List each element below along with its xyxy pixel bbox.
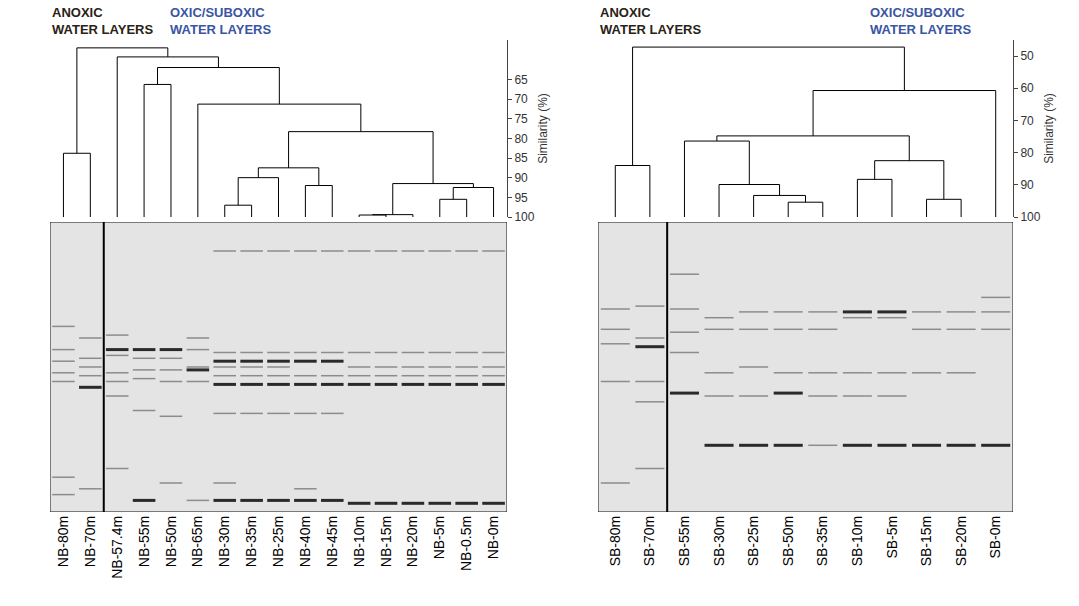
svg-text:NB-65m: NB-65m — [189, 516, 205, 567]
svg-text:NB-57.4m: NB-57.4m — [109, 516, 125, 579]
svg-text:NB-30m: NB-30m — [216, 516, 232, 567]
svg-text:NB-5m: NB-5m — [431, 516, 447, 560]
svg-text:SB-20m: SB-20m — [953, 516, 969, 567]
svg-text:65: 65 — [514, 73, 528, 87]
svg-text:SB-35m: SB-35m — [814, 516, 830, 567]
svg-text:SB-80m: SB-80m — [607, 516, 623, 567]
svg-text:SB-15m: SB-15m — [918, 516, 934, 567]
svg-text:70: 70 — [514, 92, 528, 106]
svg-text:NB-50m: NB-50m — [163, 516, 179, 567]
svg-text:NB-20m: NB-20m — [404, 516, 420, 567]
svg-text:90: 90 — [1020, 178, 1034, 192]
svg-text:ANOXICWATER LAYERS: ANOXICWATER LAYERS — [600, 5, 701, 37]
svg-text:SB-10m: SB-10m — [849, 516, 865, 567]
svg-text:OXIC/SUBOXICWATER LAYERS: OXIC/SUBOXICWATER LAYERS — [170, 5, 271, 37]
svg-text:SB-30m: SB-30m — [711, 516, 727, 567]
svg-text:90: 90 — [514, 171, 528, 185]
svg-text:SB-25m: SB-25m — [745, 516, 761, 567]
svg-text:85: 85 — [514, 151, 528, 165]
svg-text:NB-45m: NB-45m — [324, 516, 340, 567]
svg-text:NB-80m: NB-80m — [55, 516, 71, 567]
svg-text:NB-0m: NB-0m — [485, 516, 501, 560]
svg-text:100: 100 — [514, 210, 534, 224]
svg-text:NB-35m: NB-35m — [243, 516, 259, 567]
svg-text:SB-50m: SB-50m — [780, 516, 796, 567]
svg-text:Similarity (%): Similarity (%) — [1042, 93, 1056, 164]
svg-text:NB-55m: NB-55m — [136, 516, 152, 567]
svg-text:NB-0.5m: NB-0.5m — [458, 516, 474, 571]
svg-text:80: 80 — [1020, 146, 1034, 160]
svg-text:Similarity (%): Similarity (%) — [536, 93, 550, 164]
svg-text:80: 80 — [514, 132, 528, 146]
svg-text:ANOXICWATER LAYERS: ANOXICWATER LAYERS — [52, 5, 153, 37]
svg-text:NB-10m: NB-10m — [351, 516, 367, 567]
svg-text:NB-15m: NB-15m — [378, 516, 394, 567]
svg-text:NB-25m: NB-25m — [270, 516, 286, 567]
svg-text:75: 75 — [514, 112, 528, 126]
svg-text:60: 60 — [1020, 81, 1034, 95]
svg-text:SB-55m: SB-55m — [676, 516, 692, 567]
svg-text:100: 100 — [1020, 210, 1040, 224]
svg-text:SB-0m: SB-0m — [987, 516, 1003, 559]
svg-text:SB-5m: SB-5m — [884, 516, 900, 559]
svg-text:OXIC/SUBOXICWATER LAYERS: OXIC/SUBOXICWATER LAYERS — [870, 5, 971, 37]
svg-text:95: 95 — [514, 191, 528, 205]
svg-text:NB-70m: NB-70m — [82, 516, 98, 567]
svg-text:NB-40m: NB-40m — [297, 516, 313, 567]
svg-text:SB-70m: SB-70m — [641, 516, 657, 567]
svg-text:70: 70 — [1020, 114, 1034, 128]
svg-text:50: 50 — [1020, 49, 1034, 63]
